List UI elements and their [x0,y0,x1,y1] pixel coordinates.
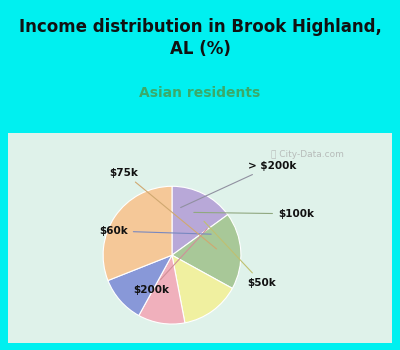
Wedge shape [172,255,232,323]
Text: $100k: $100k [194,209,314,219]
Text: $60k: $60k [99,226,211,236]
Wedge shape [139,255,185,324]
Text: ⓘ City-Data.com: ⓘ City-Data.com [271,150,344,159]
Text: Income distribution in Brook Highland,
AL (%): Income distribution in Brook Highland, A… [18,18,382,58]
FancyBboxPatch shape [0,129,400,347]
Wedge shape [103,186,172,281]
Text: $75k: $75k [109,168,216,249]
Wedge shape [172,215,241,288]
Text: $50k: $50k [204,221,276,288]
Wedge shape [108,255,172,316]
Text: $200k: $200k [133,229,207,295]
Text: > $200k: > $200k [181,161,296,208]
Wedge shape [172,186,228,255]
Text: Asian residents: Asian residents [139,86,261,100]
